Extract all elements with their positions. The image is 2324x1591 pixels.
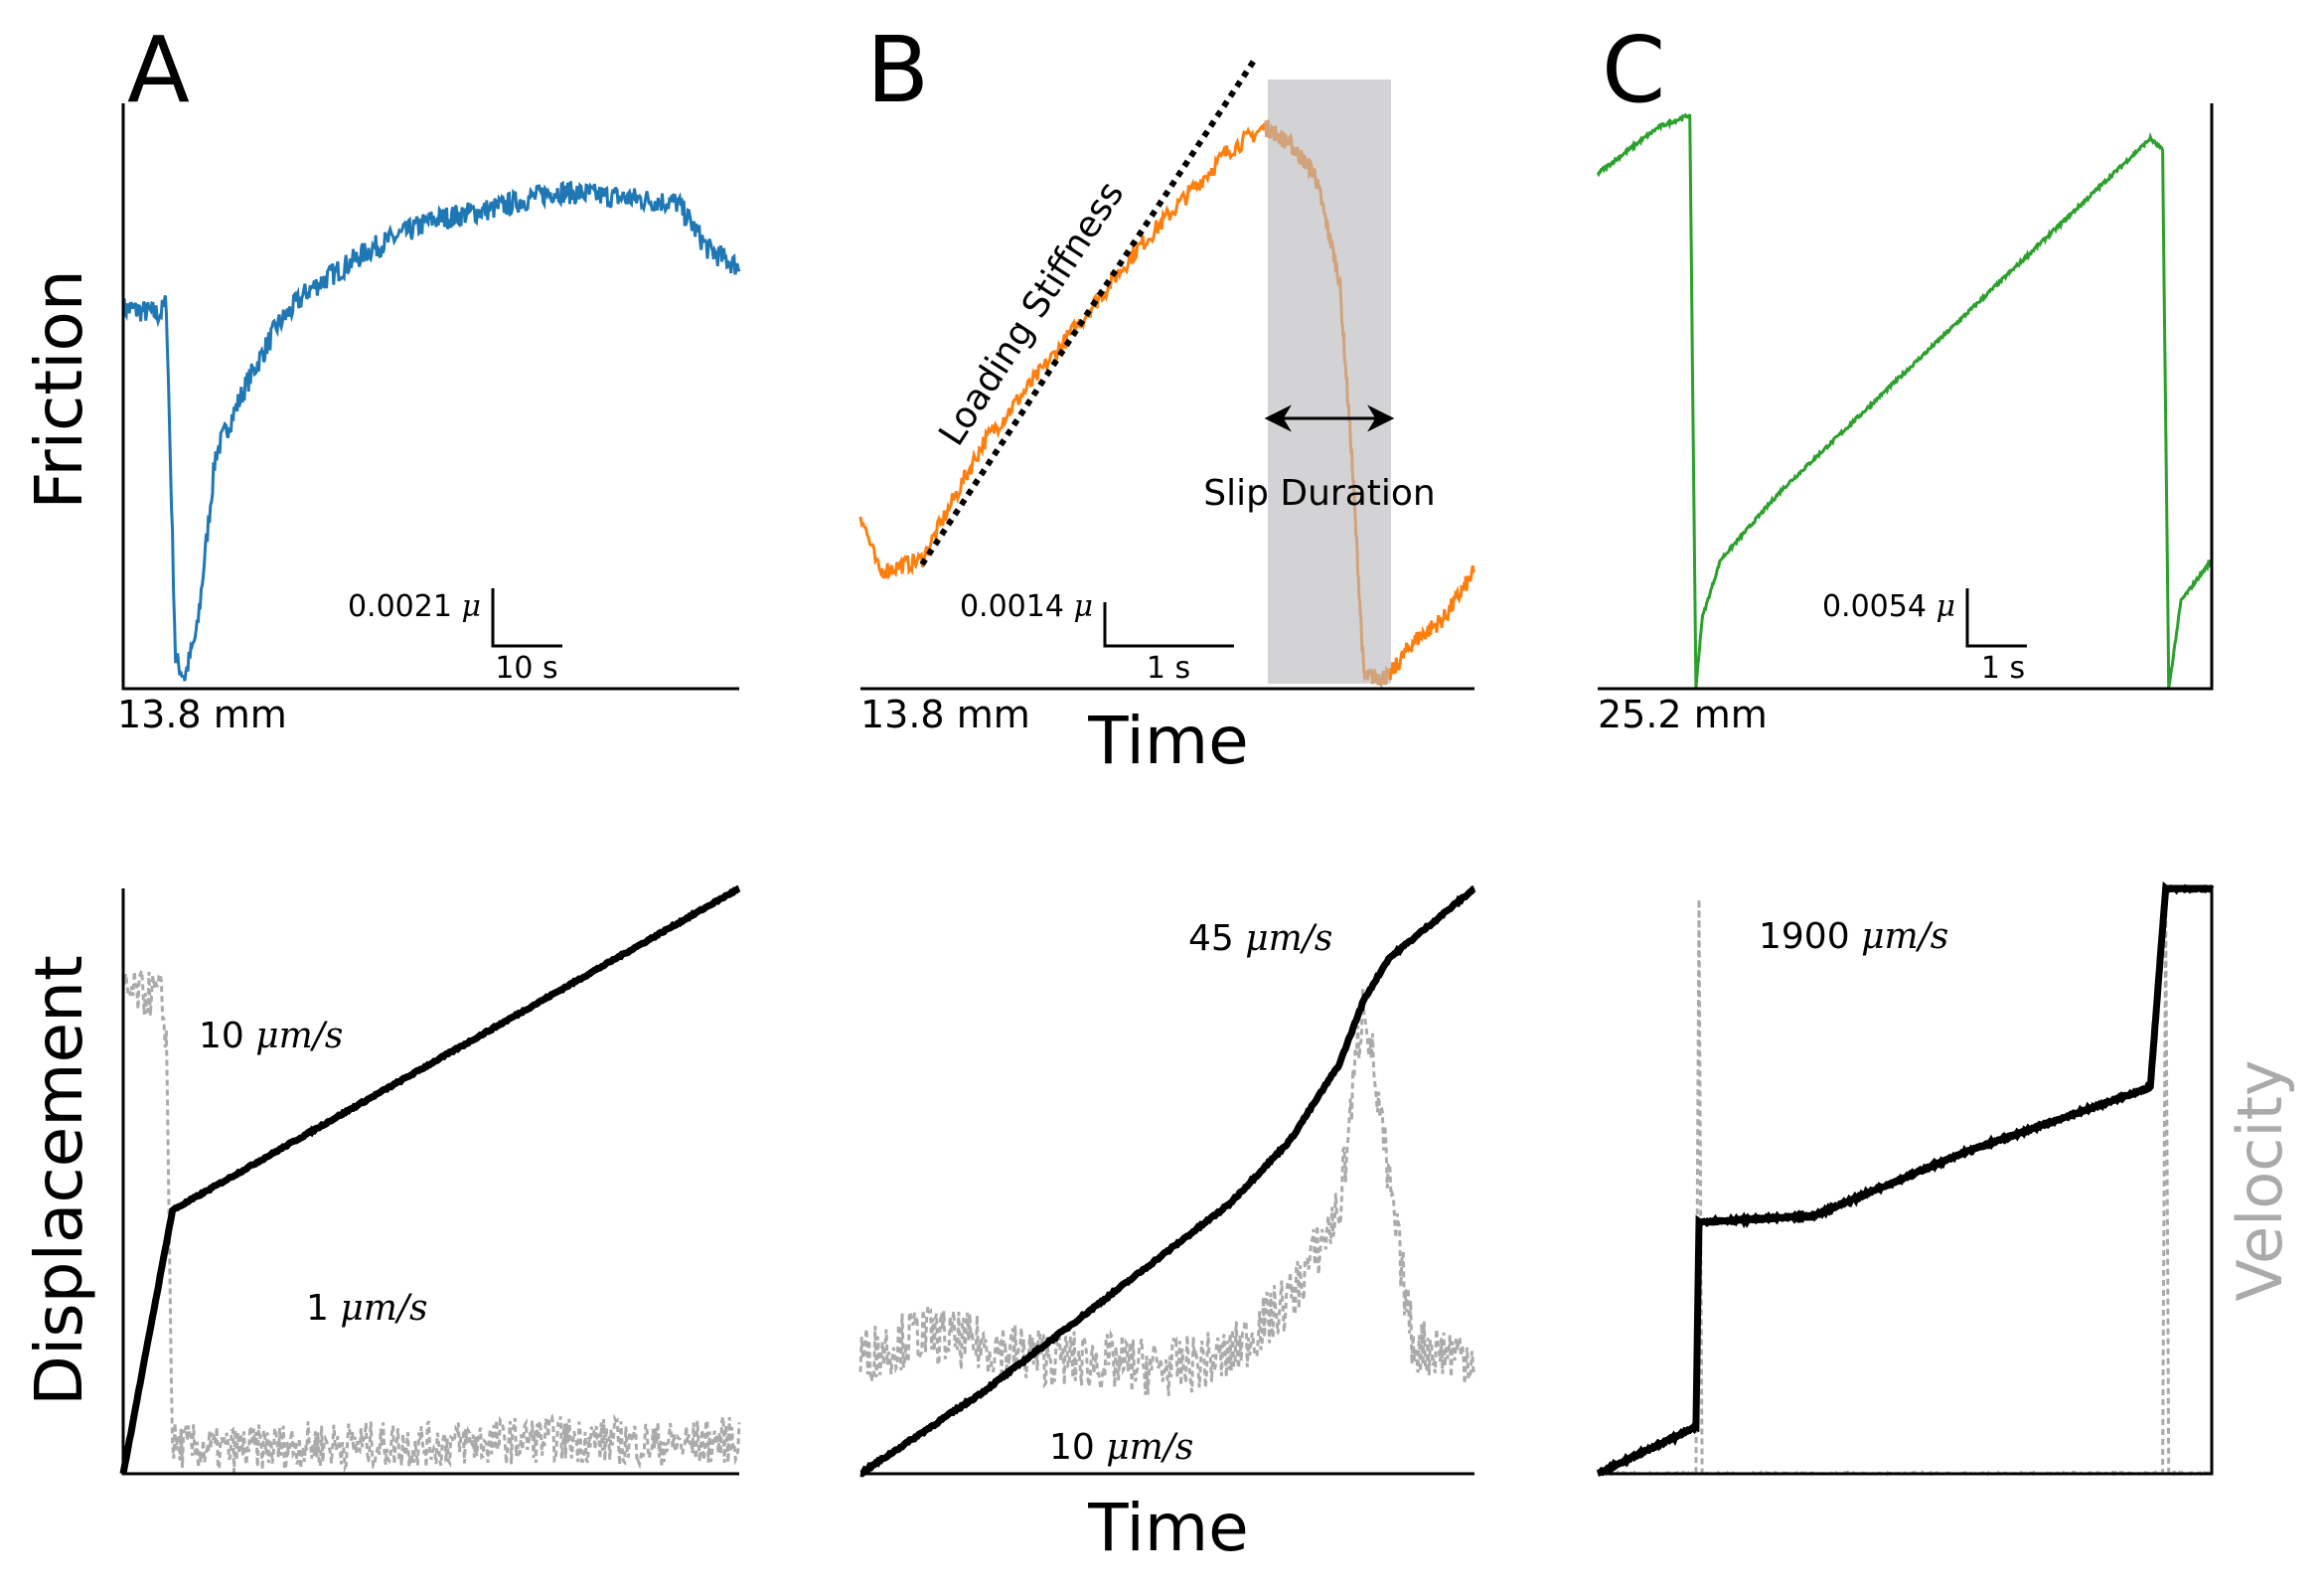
displacement-trace-b — [859, 884, 1476, 1478]
displacement-mm-c: 25.2 mm — [1598, 693, 1768, 736]
scale-bar-c — [1965, 588, 2027, 648]
velocity-trace-c — [1597, 898, 2212, 1477]
velocity-a-high-label: 10 μm/s — [199, 1016, 343, 1056]
displacement-trace-c — [1596, 880, 2215, 1477]
displacement-trace-a — [119, 884, 741, 1475]
scale-a-time-label: 10 s — [495, 651, 557, 686]
scale-a-mu-label: 0.0021 μ — [348, 589, 481, 624]
velocity-trace-a — [121, 969, 741, 1475]
friction-trace-a — [121, 180, 741, 682]
axes-a-bottom — [121, 888, 739, 1476]
velocity-a-low-label: 1 μm/s — [306, 1288, 428, 1329]
friction-trace-c — [1596, 112, 2213, 690]
velocity-b-high-label: 45 μm/s — [1188, 918, 1332, 959]
time-axis-label-bottom: Time — [1087, 1490, 1249, 1566]
friction-axis-label: Friction — [21, 269, 97, 509]
velocity-axis-label: Velocity — [2224, 1059, 2296, 1301]
displacement-axis-label: Displacement — [21, 955, 97, 1406]
panel-label-c: C — [1602, 17, 1665, 123]
slip-duration-annotation: Slip Duration — [1203, 473, 1436, 514]
velocity-b-low-label: 10 μm/s — [1049, 1427, 1193, 1468]
scale-bar-a — [491, 588, 562, 648]
scale-b-mu-label: 0.0014 μ — [960, 589, 1093, 624]
velocity-trace-b — [858, 987, 1476, 1396]
scale-bar-b — [1103, 602, 1234, 648]
friction-trace-b-slip — [1264, 119, 1390, 689]
scale-b-time-label: 1 s — [1147, 651, 1190, 686]
scale-c-mu-label: 0.0054 μ — [1822, 589, 1955, 624]
axes-c-top — [1598, 103, 2214, 691]
axes-a-top — [121, 103, 739, 691]
friction-trace-b — [858, 123, 1476, 681]
panel-label-a: A — [127, 17, 190, 123]
time-axis-label-top: Time — [1087, 703, 1249, 779]
velocity-c-high-label: 1900 μm/s — [1759, 916, 1948, 957]
displacement-mm-b: 13.8 mm — [860, 693, 1030, 736]
slip-duration-band — [1268, 80, 1391, 684]
scale-c-time-label: 1 s — [1981, 651, 2025, 686]
loading-stiffness-annotation: Loading Stiffness — [931, 175, 1132, 453]
panel-label-b: B — [866, 17, 929, 123]
displacement-mm-a: 13.8 mm — [117, 693, 287, 736]
axes-c-bottom — [1598, 888, 2214, 1476]
loading-stiffness-line — [919, 56, 1259, 566]
slip-duration-arrow — [1264, 404, 1395, 432]
